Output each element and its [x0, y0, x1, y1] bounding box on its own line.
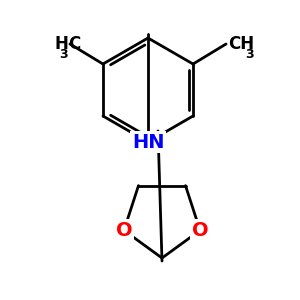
Text: HN: HN [132, 133, 164, 152]
Text: O: O [192, 221, 208, 240]
Text: C: C [68, 35, 80, 53]
Text: 3: 3 [245, 48, 254, 61]
Text: O: O [116, 221, 132, 240]
Text: CH: CH [228, 35, 254, 53]
Text: H: H [54, 35, 68, 53]
Text: 3: 3 [59, 48, 68, 61]
